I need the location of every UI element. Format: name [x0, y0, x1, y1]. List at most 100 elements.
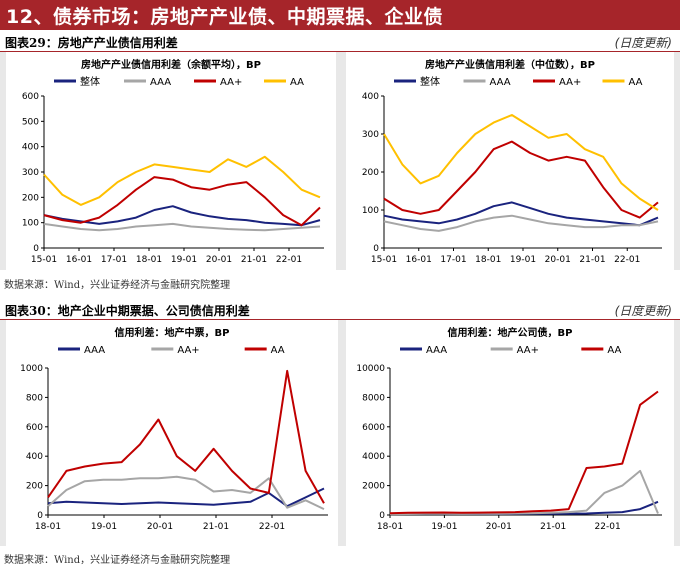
- x-tick-label: 15-01: [31, 255, 57, 265]
- x-tick-label: 22-01: [276, 255, 302, 265]
- x-tick-label: 22-01: [595, 522, 621, 532]
- y-tick-label: 200: [362, 168, 379, 178]
- chart-panel-4: 信用利差：地产公司债，BP AAA AA+ AA 0 2000 4000 6000 8000 10…: [346, 320, 674, 546]
- y-tick-label: 100: [22, 219, 39, 229]
- series-line-整体: [43, 205, 321, 227]
- x-tick-label: 16-01: [66, 255, 92, 265]
- legend-label: AA: [607, 345, 621, 356]
- y-tick-label: 0: [373, 244, 379, 254]
- divider: [0, 51, 680, 52]
- x-tick-label: 18-01: [475, 255, 501, 265]
- series-line-AA: [383, 114, 659, 211]
- figure-29-caption: 图表29：房地产产业债信用利差: [5, 36, 178, 50]
- y-tick-label: 800: [26, 393, 43, 403]
- series-line-整体: [383, 201, 659, 227]
- x-tick-label: 16-01: [406, 255, 432, 265]
- chart-title: 房地产产业债信用利差（余额平均），BP: [81, 58, 261, 71]
- series-line-AAA: [383, 214, 659, 232]
- divider: [0, 319, 680, 320]
- y-tick-label: 1000: [20, 364, 43, 374]
- y-tick-label: 400: [362, 92, 379, 102]
- figure-30-caption-row: 图表30：地产企业中期票据、公司债信用利差 (日度更新): [0, 302, 680, 320]
- y-tick-label: 2000: [362, 482, 385, 492]
- x-tick-label: 20-01: [147, 522, 173, 532]
- figure-29-source: 数据来源：Wind，兴业证券经济与金融研究院整理: [4, 280, 231, 291]
- y-tick-label: 4000: [362, 452, 385, 462]
- series-line-AA: [389, 390, 659, 515]
- y-tick-label: 200: [22, 193, 39, 203]
- y-tick-label: 500: [22, 117, 39, 127]
- legend-label: 整体: [80, 75, 100, 88]
- legend-label: AA+: [177, 345, 199, 356]
- x-tick-label: 21-01: [241, 255, 267, 265]
- x-tick-label: 22-01: [614, 255, 640, 265]
- y-tick-label: 0: [37, 511, 43, 521]
- chart-median-spread: 房地产产业债信用利差（中位数），BP 整体 AAA AA+ AA 0 100 200 300 40…: [362, 58, 662, 265]
- y-tick-label: 400: [26, 452, 43, 462]
- x-tick-label: 18-01: [136, 255, 162, 265]
- legend-label: AAA: [150, 77, 171, 88]
- series-line-AAA: [43, 222, 321, 232]
- x-tick-label: 19-01: [91, 522, 117, 532]
- x-tick-label: 19-01: [171, 255, 197, 265]
- y-tick-label: 8000: [362, 393, 385, 403]
- legend-label: AAA: [490, 77, 511, 88]
- y-tick-label: 10000: [356, 364, 385, 374]
- legend-label: 整体: [420, 75, 440, 88]
- legend-label: AA+: [220, 77, 242, 88]
- x-tick-label: 17-01: [101, 255, 127, 265]
- legend-label: AA: [271, 345, 285, 356]
- legend-label: AA+: [559, 77, 581, 88]
- y-tick-label: 400: [22, 143, 39, 153]
- chart-title: 信用利差：地产公司债，BP: [448, 326, 573, 339]
- x-tick-label: 21-01: [203, 522, 229, 532]
- legend-label: AA+: [517, 345, 539, 356]
- y-tick-label: 600: [26, 423, 43, 433]
- y-tick-label: 0: [379, 511, 385, 521]
- y-tick-label: 100: [362, 206, 379, 216]
- figure-30-caption: 图表30：地产企业中期票据、公司债信用利差: [5, 304, 250, 318]
- x-tick-label: 20-01: [206, 255, 232, 265]
- section-header: 12、债券市场：房地产产业债、中期票据、企业债: [0, 0, 680, 30]
- x-tick-label: 19-01: [431, 522, 457, 532]
- chart-mtn-spread: 信用利差：地产中票，BP AAA AA+ AA 0 200 400 600 800 1000 18-…: [20, 326, 328, 532]
- figure-29-update-note: (日度更新): [614, 36, 672, 50]
- x-tick-label: 21-01: [579, 255, 605, 265]
- series-line-AA+: [389, 469, 659, 516]
- series-line-AA: [43, 155, 321, 206]
- legend-label: AA: [629, 77, 643, 88]
- y-tick-label: 300: [22, 168, 39, 178]
- y-tick-label: 0: [33, 244, 39, 254]
- x-tick-label: 18-01: [377, 522, 403, 532]
- legend-label: AAA: [84, 345, 105, 356]
- x-tick-label: 22-01: [259, 522, 285, 532]
- x-tick-label: 19-01: [510, 255, 536, 265]
- chart-panel-2: 房地产产业债信用利差（中位数），BP 整体 AAA AA+ AA 0 100 200 300 40…: [346, 52, 674, 270]
- figure-30-source: 数据来源：Wind，兴业证券经济与金融研究院整理: [4, 555, 231, 566]
- series-line-AA+: [383, 140, 659, 219]
- chart-title: 信用利差：地产中票，BP: [115, 326, 230, 339]
- y-tick-label: 200: [26, 482, 43, 492]
- series-line-AA+: [43, 176, 321, 227]
- chart-panel-3: 信用利差：地产中票，BP AAA AA+ AA 0 200 400 600 800 1000 18-…: [6, 320, 338, 546]
- x-tick-label: 18-01: [35, 522, 61, 532]
- chart-title: 房地产产业债信用利差（中位数），BP: [425, 58, 595, 71]
- chart-avg-spread: 房地产产业债信用利差（余额平均），BP 整体 AAA AA+ AA 0 100 200 300 4…: [22, 58, 324, 265]
- section-title: 12、债券市场：房地产产业债、中期票据、企业债: [6, 6, 443, 28]
- figure-29-caption-row: 图表29：房地产产业债信用利差 (日度更新): [0, 34, 680, 52]
- y-tick-label: 6000: [362, 423, 385, 433]
- y-tick-label: 300: [362, 130, 379, 140]
- chart-panel-1: 房地产产业债信用利差（余额平均），BP 整体 AAA AA+ AA 0 100 200 300 4…: [6, 52, 336, 270]
- series-line-AA+: [47, 475, 325, 511]
- series-line-AA: [47, 369, 325, 504]
- figure-30-update-note: (日度更新): [614, 304, 672, 318]
- x-tick-label: 20-01: [545, 255, 571, 265]
- x-tick-label: 17-01: [440, 255, 466, 265]
- x-tick-label: 15-01: [371, 255, 397, 265]
- x-tick-label: 21-01: [540, 522, 566, 532]
- x-tick-label: 20-01: [486, 522, 512, 532]
- y-tick-label: 600: [22, 92, 39, 102]
- legend-label: AA: [290, 77, 304, 88]
- series-line-AAA: [47, 487, 325, 508]
